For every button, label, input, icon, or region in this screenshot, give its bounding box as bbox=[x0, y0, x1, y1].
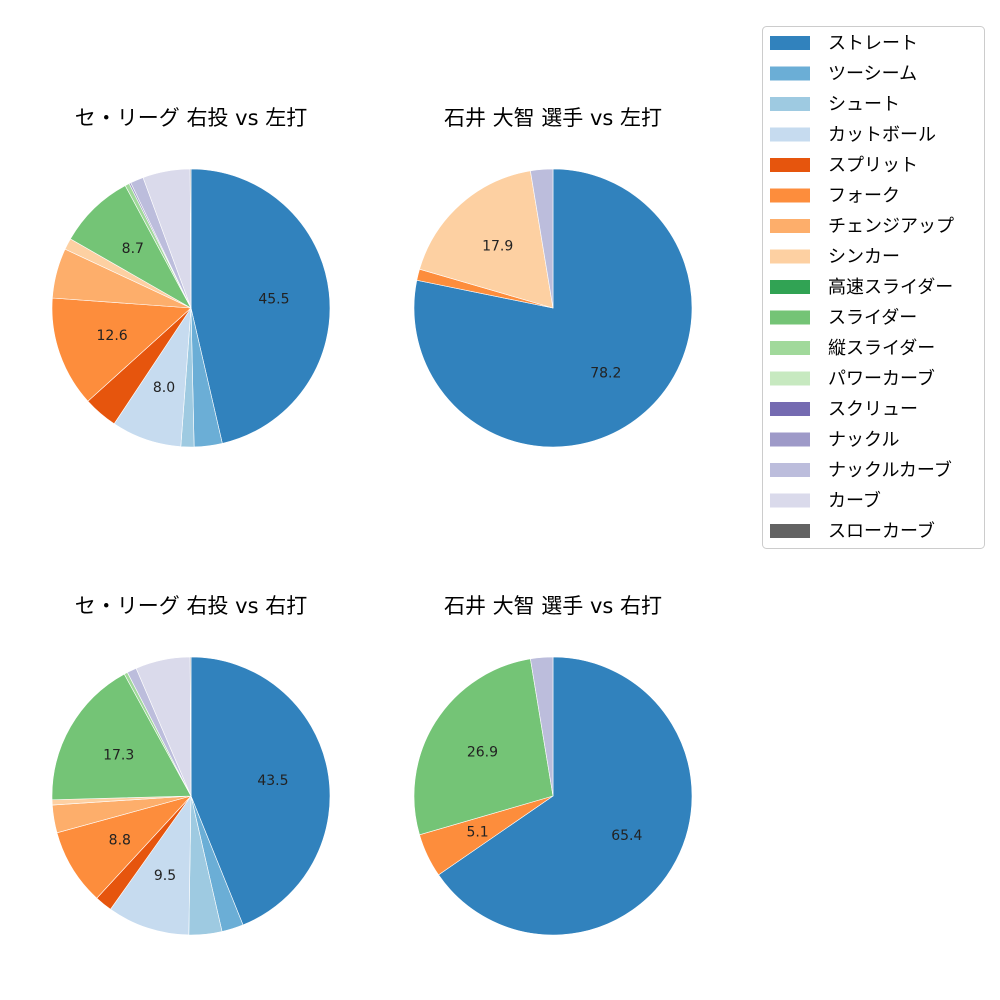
legend-label: 高速スライダー bbox=[828, 277, 953, 298]
legend-label: カットボール bbox=[828, 125, 936, 146]
chart-title-4: 石井 大智 選手 vs 右打 bbox=[444, 594, 662, 618]
legend-label: ナックル bbox=[828, 430, 899, 451]
legend-swatch bbox=[770, 341, 810, 355]
legend-label: スプリット bbox=[828, 155, 918, 176]
legend-label: パワーカーブ bbox=[828, 368, 935, 390]
legend-swatch bbox=[770, 97, 810, 111]
pie-slice-label: 17.3 bbox=[103, 748, 134, 764]
pie-slice-label: 45.5 bbox=[258, 292, 289, 308]
legend-swatch bbox=[770, 219, 810, 233]
legend-swatch bbox=[770, 432, 810, 447]
legend-label: ツーシーム bbox=[828, 64, 917, 85]
pie-slice bbox=[190, 656, 331, 926]
legend-label: シュート bbox=[828, 94, 900, 115]
legend-swatch bbox=[770, 463, 810, 477]
legend-swatch bbox=[770, 36, 810, 50]
chart-title-1: セ・リーグ 右投 vs 左打 bbox=[75, 106, 307, 130]
legend-swatch bbox=[770, 158, 810, 172]
pie-chart-2: 78.2 17.9 bbox=[413, 168, 693, 448]
pie-slice bbox=[189, 656, 192, 797]
pie-slice-label: 65.4 bbox=[611, 828, 642, 844]
legend-label: ストレート bbox=[828, 33, 918, 54]
pie-slice bbox=[190, 168, 331, 444]
legend-swatch bbox=[770, 127, 810, 142]
pie-slice-label: 43.5 bbox=[257, 773, 288, 789]
pie-slice bbox=[530, 168, 554, 309]
legend-swatch bbox=[770, 371, 810, 386]
pie-slice bbox=[51, 297, 192, 402]
legend-label: チェンジアップ bbox=[828, 216, 954, 237]
chart-title-3: セ・リーグ 右投 vs 右打 bbox=[75, 594, 307, 618]
legend-label: フォーク bbox=[828, 186, 900, 207]
pie-chart-4: 65.4 5.1 26.9 bbox=[413, 656, 693, 936]
pie-slice-label: 78.2 bbox=[590, 366, 621, 382]
chart-title-2: 石井 大智 選手 vs 左打 bbox=[444, 106, 662, 130]
legend-label: スクリュー bbox=[828, 399, 918, 420]
pie-slice bbox=[530, 656, 554, 797]
legend-swatch bbox=[770, 66, 810, 81]
pie-slice-label: 8.0 bbox=[153, 380, 175, 396]
legend-swatch bbox=[770, 249, 810, 264]
legend-swatch bbox=[770, 402, 810, 416]
pie-slice bbox=[413, 658, 554, 836]
pie-slice-label: 26.9 bbox=[467, 745, 498, 761]
pie-slice bbox=[413, 168, 693, 448]
pie-slice bbox=[419, 170, 554, 309]
legend-label: シンカー bbox=[828, 247, 900, 268]
pie-slice-label: 12.6 bbox=[97, 328, 128, 344]
pie-slice bbox=[438, 656, 693, 936]
legend-swatch bbox=[770, 310, 810, 325]
legend-label: スローカーブ bbox=[828, 520, 935, 542]
pie-slice bbox=[51, 673, 192, 801]
pie-slice-label: 5.1 bbox=[466, 825, 488, 841]
legend: ストレートツーシームシュートカットボールスプリットフォークチェンジアップシンカー… bbox=[762, 26, 985, 549]
legend-swatch bbox=[770, 188, 810, 203]
legend-label: スライダー bbox=[828, 308, 917, 329]
legend-label: 縦スライダー bbox=[828, 338, 935, 359]
legend-frame bbox=[762, 26, 985, 549]
legend-label: カーブ bbox=[828, 490, 881, 512]
pie-chart-1: 45.5 8.0 12.6 8.7 bbox=[51, 168, 331, 448]
pie-slice bbox=[110, 795, 192, 936]
legend-swatch bbox=[770, 524, 810, 538]
legend-swatch bbox=[770, 280, 810, 294]
pie-slice-label: 17.9 bbox=[482, 239, 513, 255]
pie-slice bbox=[189, 168, 192, 309]
pie-chart-3: 43.5 9.5 8.8 17.3 bbox=[51, 656, 331, 936]
pie-slice-label: 9.5 bbox=[154, 868, 176, 884]
pie-slice-label: 8.8 bbox=[109, 832, 131, 848]
legend-swatch bbox=[770, 493, 810, 508]
pie-slice-label: 8.7 bbox=[122, 241, 144, 257]
legend-label: ナックルカーブ bbox=[828, 459, 952, 481]
